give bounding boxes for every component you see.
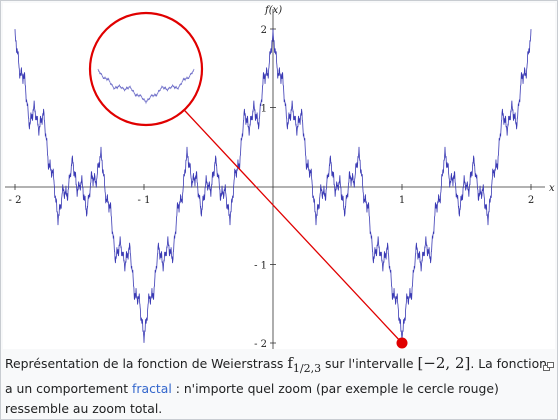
zoom-point-marker bbox=[396, 337, 408, 349]
caption-text-1: Représentation de la fonction de Weierst… bbox=[5, 356, 288, 371]
x-tick-label: - 2 bbox=[9, 195, 22, 206]
caption-text-4: : n'importe quel zoom (par exemple le ce… bbox=[5, 381, 499, 416]
zoom-connector-line bbox=[183, 109, 403, 344]
weierstrass-chart: - 2 - 1 1 2 2 1 - 1 - 2 x f(x) bbox=[5, 5, 555, 349]
y-tick-label: 2 bbox=[261, 25, 267, 36]
tick-labels: - 2 - 1 1 2 2 1 - 1 - 2 bbox=[9, 25, 535, 349]
caption-function-name: f bbox=[287, 354, 293, 372]
zoom-circle bbox=[88, 11, 204, 127]
enlarge-icon[interactable] bbox=[543, 356, 554, 371]
tick-marks bbox=[14, 28, 532, 344]
figure-caption: Représentation de la fonction de Weierst… bbox=[5, 353, 553, 419]
y-tick-label: 1 bbox=[261, 104, 267, 115]
chart-area: - 2 - 1 1 2 2 1 - 1 - 2 x f(x) bbox=[3, 3, 555, 349]
x-tick-label: - 1 bbox=[138, 195, 151, 206]
x-tick-label: 2 bbox=[528, 195, 534, 206]
y-tick-label: - 2 bbox=[254, 339, 267, 349]
x-tick-label: 1 bbox=[399, 195, 405, 206]
axes bbox=[5, 9, 545, 349]
y-axis-label: f(x) bbox=[264, 5, 282, 16]
caption-interval: [−2, 2] bbox=[417, 354, 471, 372]
zoom-series-line bbox=[97, 68, 195, 105]
caption-text-3: . La fonction a un comportement bbox=[5, 356, 548, 396]
caption-function-subscript: 1/2,3 bbox=[292, 362, 322, 375]
x-axis-label: x bbox=[549, 183, 555, 194]
y-tick-label: - 1 bbox=[254, 261, 267, 272]
series-line bbox=[14, 29, 532, 343]
fractal-link[interactable]: fractal bbox=[132, 381, 172, 396]
caption-text-2: sur l'intervalle bbox=[321, 356, 418, 371]
